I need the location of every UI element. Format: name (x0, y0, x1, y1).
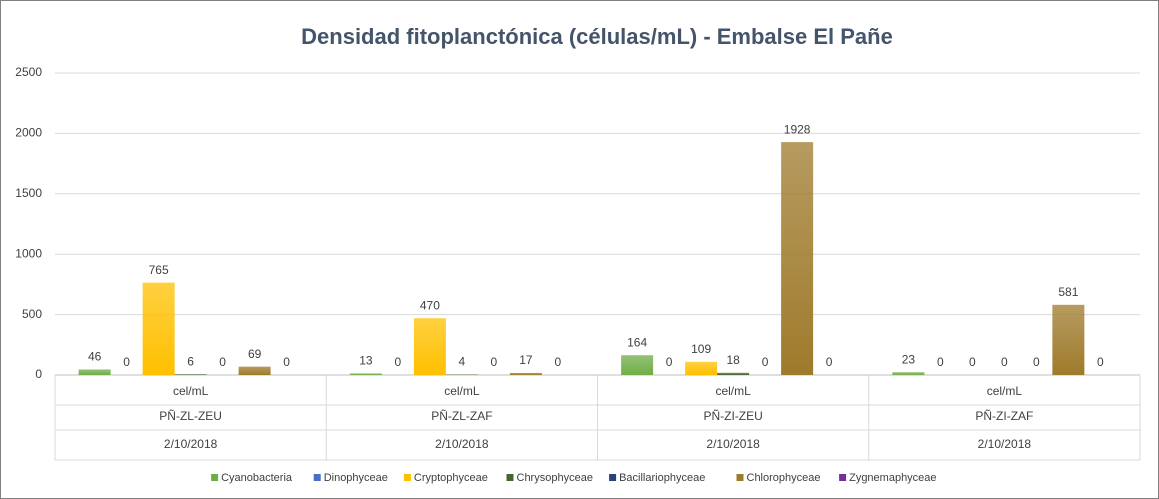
x-tick-label: PÑ-ZL-ZEU (159, 409, 222, 423)
legend-swatch (609, 474, 617, 481)
data-label: 0 (762, 355, 769, 369)
legend-swatch (839, 474, 847, 481)
legend-swatch (403, 474, 411, 481)
bar (509, 372, 542, 375)
data-label: 0 (123, 355, 130, 369)
data-label: 0 (937, 355, 944, 369)
data-label: 0 (1033, 355, 1040, 369)
bar (717, 372, 750, 375)
data-label: 0 (969, 355, 976, 369)
legend-label: Dinophyceae (324, 472, 388, 484)
bar (174, 374, 207, 375)
data-label: 0 (395, 355, 402, 369)
x-tick-label: PÑ-ZL-ZAF (431, 409, 492, 423)
legend-label: Chlorophyceae (747, 472, 821, 484)
data-label: 0 (219, 355, 226, 369)
data-label: 69 (248, 347, 262, 361)
data-label: 0 (555, 355, 562, 369)
x-tick-label: PÑ-ZI-ZAF (975, 409, 1033, 423)
data-label: 0 (491, 355, 498, 369)
data-label: 765 (149, 263, 169, 277)
x-tick-label: 2/10/2018 (978, 437, 1032, 451)
legend-label: Bacillariophyceae (619, 472, 705, 484)
data-label: 13 (359, 354, 373, 368)
x-tick-label: cel/mL (444, 384, 480, 398)
bar (142, 282, 175, 375)
chart-title: Densidad fitoplanctónica (células/mL) - … (301, 24, 893, 49)
legend-swatch (211, 474, 219, 481)
data-label: 6 (187, 354, 194, 368)
x-tick-label: 2/10/2018 (164, 437, 218, 451)
x-tick-label: PÑ-ZI-ZEU (703, 409, 762, 423)
legend-label: Cyanobacteria (221, 472, 293, 484)
bar (78, 369, 111, 375)
data-label: 109 (691, 342, 711, 356)
legend-label: Chrysophyceae (517, 472, 593, 484)
data-label: 164 (627, 335, 647, 349)
data-label: 17 (519, 353, 533, 367)
bar (621, 355, 654, 375)
legend-swatch (313, 474, 321, 481)
bar (413, 318, 446, 375)
y-tick-label: 500 (22, 307, 42, 321)
data-label: 23 (902, 352, 916, 366)
x-tick-label: 2/10/2018 (706, 437, 760, 451)
data-label: 0 (1001, 355, 1008, 369)
bar (781, 142, 814, 375)
legend-label: Cryptophyceae (414, 472, 488, 484)
legend-swatch (506, 474, 514, 481)
x-tick-label: cel/mL (715, 384, 751, 398)
data-label: 0 (283, 355, 290, 369)
y-tick-label: 2000 (15, 126, 42, 140)
y-tick-label: 1500 (15, 186, 42, 200)
data-label: 18 (726, 353, 740, 367)
x-tick-label: cel/mL (173, 384, 209, 398)
y-tick-label: 1000 (15, 246, 42, 260)
legend-swatch (736, 474, 744, 481)
data-label: 0 (1097, 355, 1104, 369)
data-label: 46 (88, 350, 102, 364)
data-label: 0 (826, 355, 833, 369)
data-label: 1928 (784, 122, 811, 136)
bar (238, 366, 271, 375)
y-tick-label: 2500 (15, 65, 42, 79)
x-tick-label: cel/mL (987, 384, 1023, 398)
bar (349, 373, 382, 375)
data-label: 4 (459, 355, 466, 369)
data-label: 581 (1058, 285, 1078, 299)
legend-label: Zygnemaphyceae (849, 472, 936, 484)
bar (1052, 304, 1085, 375)
data-label: 0 (666, 355, 673, 369)
y-tick-label: 0 (35, 367, 42, 381)
data-label: 470 (420, 298, 440, 312)
bar (685, 361, 718, 375)
x-tick-label: 2/10/2018 (435, 437, 489, 451)
bar (892, 372, 925, 375)
